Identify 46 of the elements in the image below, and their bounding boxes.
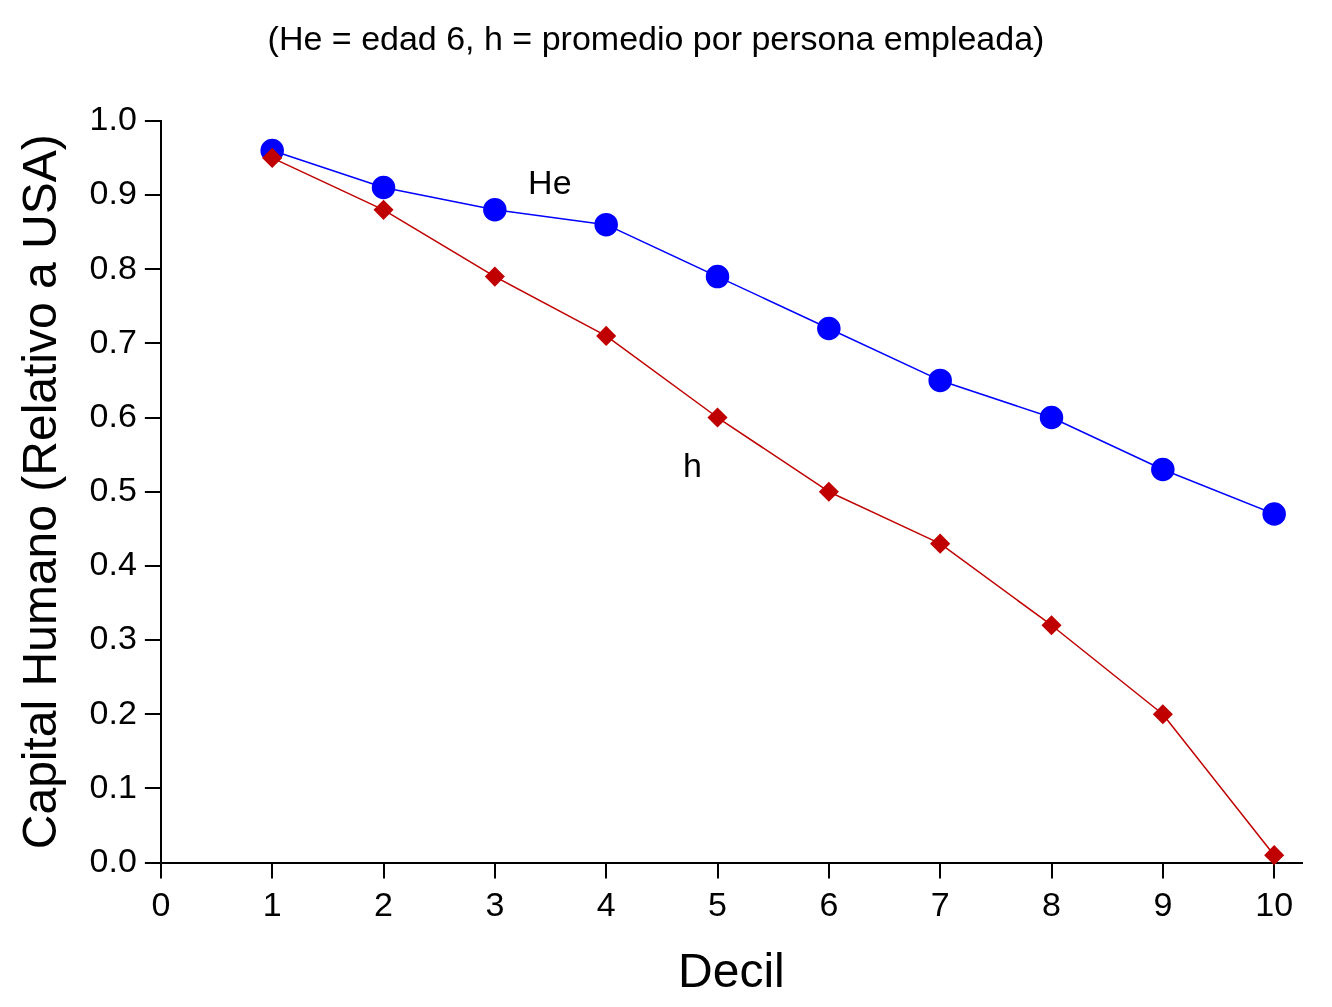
x-tick-label: 4 bbox=[596, 885, 616, 924]
point bbox=[1041, 615, 1062, 635]
y-tick-label: 0.8 bbox=[89, 247, 137, 286]
x-tick-label: 7 bbox=[930, 885, 950, 924]
point bbox=[817, 316, 841, 341]
y-tick-label: 0.6 bbox=[89, 395, 137, 434]
point bbox=[819, 481, 839, 502]
point bbox=[371, 175, 396, 200]
x-tick-label: 3 bbox=[485, 885, 505, 924]
point bbox=[1151, 457, 1175, 482]
x-tick-label: 5 bbox=[708, 885, 727, 924]
point bbox=[705, 264, 730, 289]
y-axis-title: Capital Humano (Relativo a USA) bbox=[13, 134, 67, 850]
point bbox=[1153, 704, 1173, 724]
y-tick-label: 0.9 bbox=[89, 173, 137, 212]
y-tick-label: 0.7 bbox=[89, 321, 137, 360]
x-tick-label: 9 bbox=[1153, 885, 1173, 924]
x-tick-label: 1 bbox=[262, 885, 282, 924]
point bbox=[1039, 405, 1064, 430]
point bbox=[1262, 502, 1286, 526]
y-tick-label: 1.0 bbox=[89, 99, 137, 138]
y-tick-label: 0.1 bbox=[89, 766, 137, 805]
x-tick-label: 0 bbox=[151, 885, 171, 924]
x-tick-label: 8 bbox=[1042, 885, 1061, 924]
point bbox=[594, 212, 618, 237]
x-tick-label: 2 bbox=[374, 885, 393, 924]
point bbox=[262, 148, 282, 168]
point bbox=[707, 407, 728, 428]
point bbox=[928, 368, 952, 393]
point bbox=[930, 533, 950, 554]
y-tick-label: 0.3 bbox=[89, 618, 137, 657]
point bbox=[373, 200, 394, 220]
series-label: He bbox=[528, 163, 572, 202]
point bbox=[1264, 845, 1284, 865]
x-axis-title: Decil bbox=[678, 944, 785, 998]
point bbox=[596, 326, 616, 346]
y-tick-label: 0.5 bbox=[89, 470, 137, 509]
point bbox=[485, 266, 505, 287]
y-tick-label: 0.0 bbox=[89, 840, 137, 879]
x-tick-label: 6 bbox=[819, 885, 839, 924]
y-tick-label: 0.2 bbox=[89, 692, 137, 731]
point bbox=[483, 198, 507, 222]
chart-title: (He = edad 6, h = promedio por persona empleada) bbox=[267, 18, 1045, 57]
y-tick-label: 0.4 bbox=[89, 544, 137, 583]
x-tick-label: 10 bbox=[1255, 885, 1294, 924]
series-label: h bbox=[683, 445, 702, 484]
